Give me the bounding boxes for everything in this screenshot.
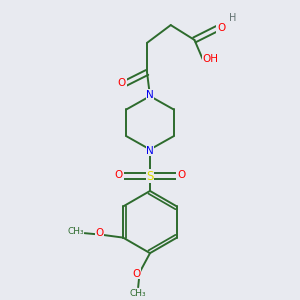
Text: CH₃: CH₃: [68, 227, 84, 236]
Text: O: O: [217, 23, 225, 33]
Text: S: S: [146, 169, 154, 183]
Text: O: O: [118, 78, 126, 88]
Text: N: N: [146, 90, 154, 100]
Text: O: O: [115, 170, 123, 180]
Text: CH₃: CH₃: [130, 289, 146, 298]
Text: O: O: [133, 269, 141, 279]
Text: H: H: [229, 13, 237, 23]
Text: OH: OH: [203, 54, 219, 64]
Text: O: O: [95, 228, 103, 238]
Text: O: O: [177, 170, 185, 180]
Text: N: N: [146, 146, 154, 156]
